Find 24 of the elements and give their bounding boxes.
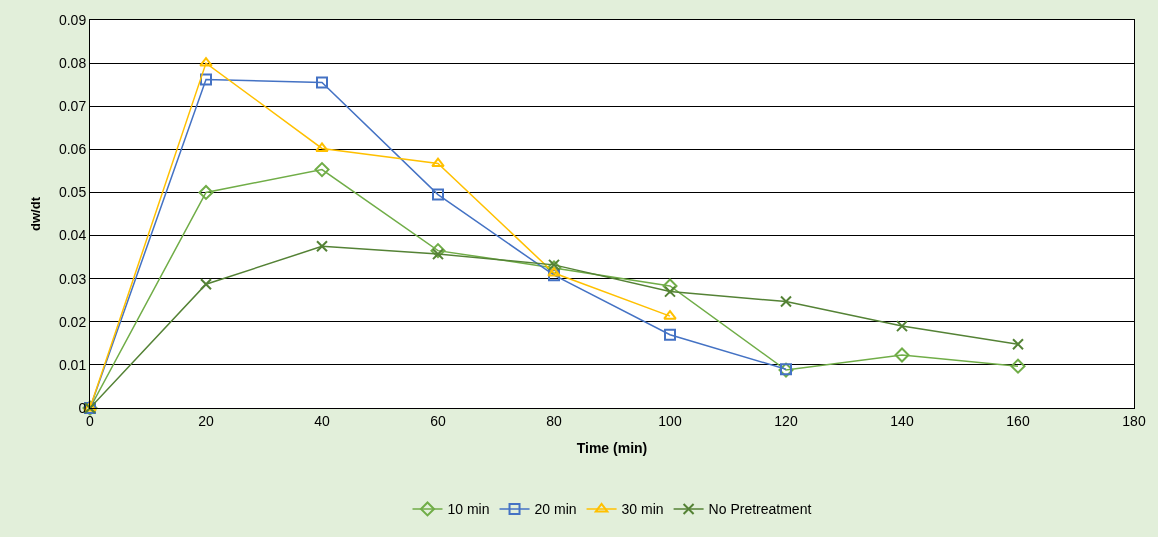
y-tick-label: 0.04 <box>58 227 87 244</box>
y-tick-label: 0.05 <box>58 184 87 201</box>
x-tick-label: 140 <box>890 412 914 429</box>
y-tick-label: 0.06 <box>58 141 87 158</box>
x-tick-label: 20 <box>198 412 214 429</box>
y-tick-label: 0.03 <box>58 270 87 287</box>
y-tick-label: 0.08 <box>58 55 87 72</box>
x-tick-label: 40 <box>314 412 330 429</box>
x-tick-label: 60 <box>430 412 446 429</box>
y-axis-title: dw/dt <box>27 196 43 231</box>
x-tick-label: 80 <box>546 412 562 429</box>
legend-label: No Pretreatment <box>708 501 812 518</box>
x-tick-label: 120 <box>774 412 798 429</box>
y-tick-label: 0.01 <box>58 356 87 373</box>
legend-label: 10 min <box>447 501 490 518</box>
y-tick-label: 0.02 <box>58 313 87 330</box>
legend-label: 30 min <box>621 501 664 518</box>
x-tick-label: 180 <box>1122 412 1146 429</box>
y-tick-label: 0.07 <box>58 98 87 115</box>
x-tick-label: 160 <box>1006 412 1030 429</box>
legend-label: 20 min <box>534 501 577 518</box>
x-tick-label: 100 <box>658 412 682 429</box>
y-tick-label: 0.09 <box>58 11 87 28</box>
x-axis-title: Time (min) <box>576 440 648 457</box>
